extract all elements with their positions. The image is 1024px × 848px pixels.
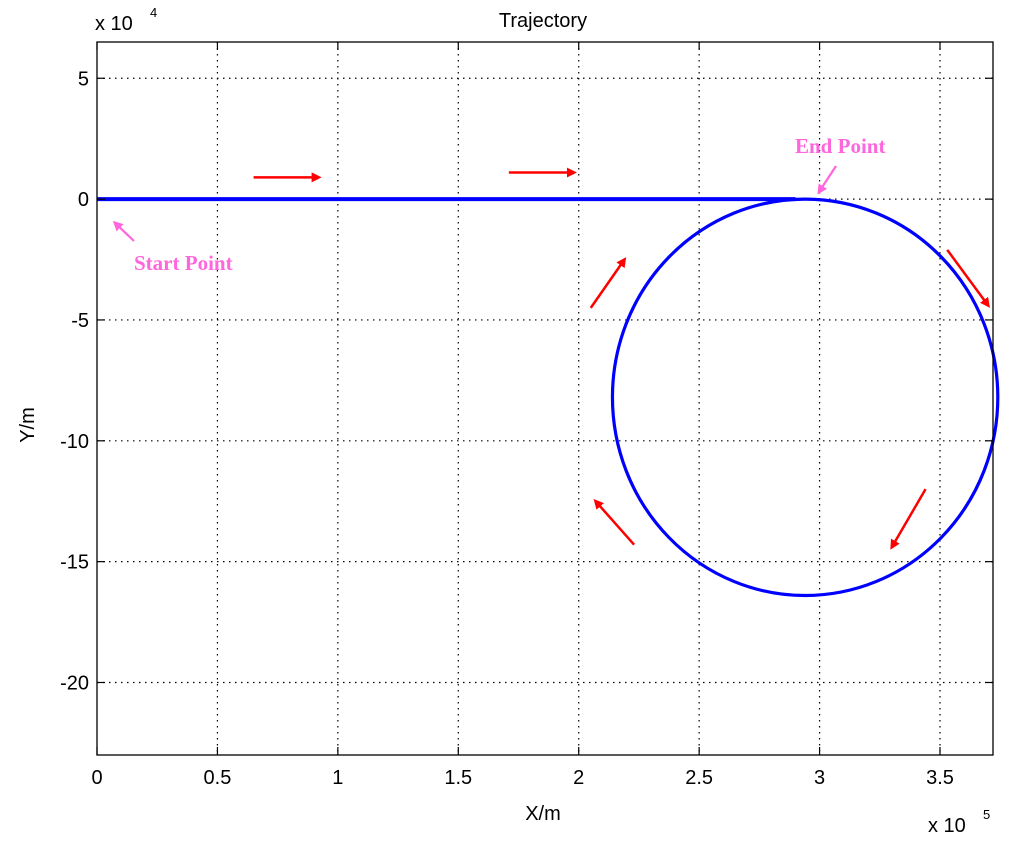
start-point-label: Start Point: [134, 251, 233, 275]
x-multiplier-exponent: 5: [983, 807, 990, 822]
y-tick-label: -20: [60, 672, 89, 694]
y-tick-label: -5: [71, 310, 89, 332]
y-multiplier-exponent: 4: [150, 5, 157, 20]
y-tick-label: 5: [78, 68, 89, 90]
x-tick-label: 0: [91, 767, 102, 789]
x-tick-label: 3: [814, 767, 825, 789]
end-point-pointer: [817, 165, 837, 195]
x-tick-label: 2.5: [685, 767, 713, 789]
y-multiplier: x 10: [95, 13, 133, 35]
plot-frame: [96, 41, 994, 756]
annotations: Start Point End Point: [112, 134, 885, 275]
x-multiplier: x 10: [928, 815, 966, 837]
direction-arrow: [589, 257, 627, 309]
y-tick-label: 0: [78, 189, 89, 211]
y-tick-label: -10: [60, 431, 89, 453]
y-axis-ticks: 5 0 -5 -10 -15 -20: [60, 68, 993, 694]
end-point-label: End Point: [795, 134, 885, 158]
trajectory-loop-segment: [610, 197, 1000, 598]
x-tick-label: 2: [573, 767, 584, 789]
direction-arrow: [946, 249, 990, 308]
direction-arrow: [890, 488, 927, 550]
start-point-pointer: [112, 220, 135, 242]
grid-lines: [97, 42, 993, 755]
x-tick-label: 1.5: [444, 767, 472, 789]
x-axis-label: X/m: [525, 803, 561, 825]
x-tick-label: 0.5: [204, 767, 232, 789]
y-tick-label: -15: [60, 552, 89, 574]
chart-title: Trajectory: [499, 10, 587, 32]
series-layer: [97, 197, 1000, 598]
direction-arrows: [253, 167, 990, 550]
x-tick-label: 3.5: [926, 767, 954, 789]
direction-arrow: [593, 498, 636, 546]
x-axis-ticks: 0 0.5 1 1.5 2 2.5 3 3.5: [91, 42, 954, 789]
x-tick-label: 1: [332, 767, 343, 789]
y-axis-label: Y/m: [17, 407, 39, 443]
